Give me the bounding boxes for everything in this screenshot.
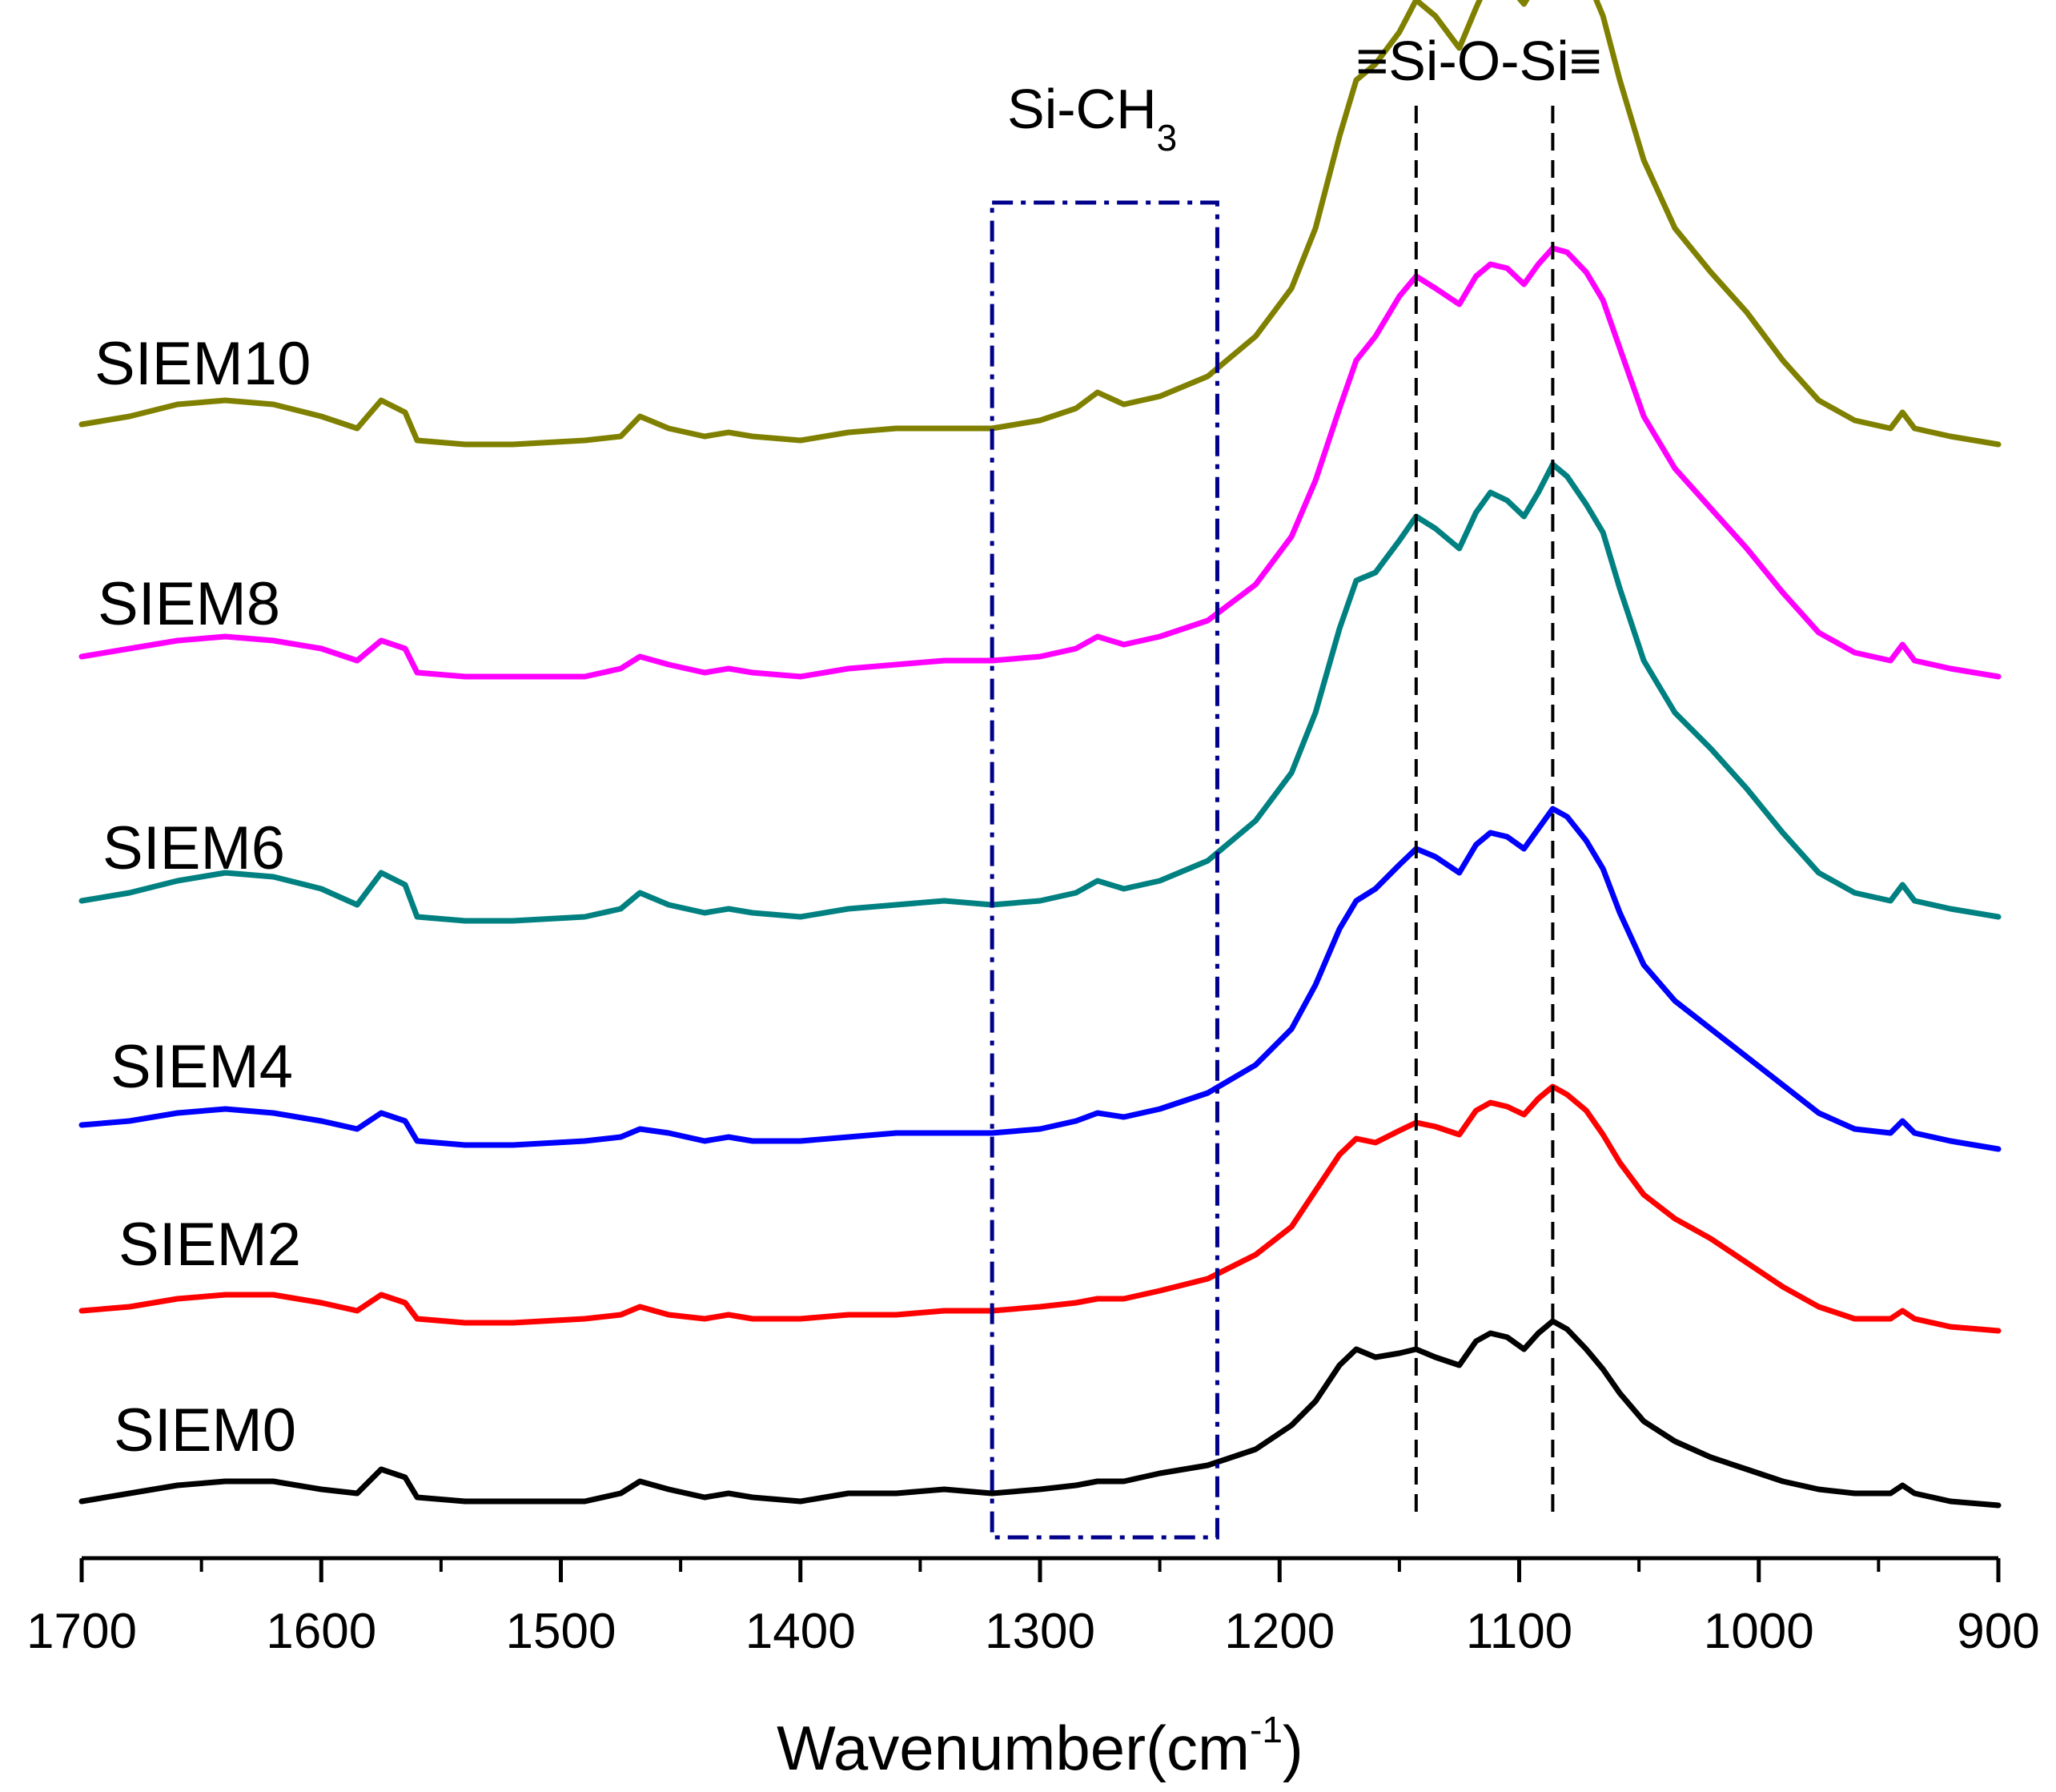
spectra-series	[78, 0, 2002, 1509]
x-axis: 1700 1600 1500 1400 1300 1200 1100 1000 900	[26, 1556, 2040, 1659]
si-o-si-dashed-lines	[1414, 106, 1555, 1513]
series-line-siem8	[78, 245, 2002, 680]
x-tick-label: 1600	[266, 1604, 376, 1659]
series-label-siem10: SIEM10	[94, 330, 311, 398]
annotations: ≡Si-O-Si≡ Si-CH3	[990, 30, 1602, 1540]
x-tick-label: 1100	[1466, 1604, 1572, 1659]
series-label-siem4: SIEM4	[110, 1033, 293, 1101]
series-labels: SIEM10 SIEM8 SIEM6 SIEM4 SIEM2 SIEM0	[94, 330, 311, 1465]
series-line-siem10	[78, 0, 2002, 448]
x-tick-label: 1300	[985, 1604, 1095, 1659]
series-line-siem4	[78, 806, 2002, 1152]
si-ch3-box	[990, 200, 1219, 1540]
x-tick-label: 1500	[506, 1604, 616, 1659]
series-label-siem0: SIEM0	[114, 1396, 296, 1465]
si-ch3-label: Si-CH3	[1007, 78, 1177, 159]
series-label-siem2: SIEM2	[118, 1211, 301, 1279]
x-tick-label: 1200	[1224, 1604, 1335, 1659]
x-tick-label: 1400	[745, 1604, 856, 1659]
x-tick-label: 900	[1957, 1604, 2039, 1659]
si-o-si-label: ≡Si-O-Si≡	[1355, 30, 1601, 92]
series-line-siem2	[78, 1083, 2002, 1334]
x-tick-label: 1000	[1704, 1604, 1814, 1659]
series-label-siem8: SIEM8	[98, 570, 280, 638]
x-axis-title: Wavenumber(cm-1)	[777, 1709, 1303, 1783]
x-tick-label: 1700	[26, 1604, 137, 1659]
series-line-siem0	[78, 1318, 2002, 1509]
series-line-siem6	[78, 461, 2002, 924]
series-label-siem6: SIEM6	[102, 814, 285, 882]
